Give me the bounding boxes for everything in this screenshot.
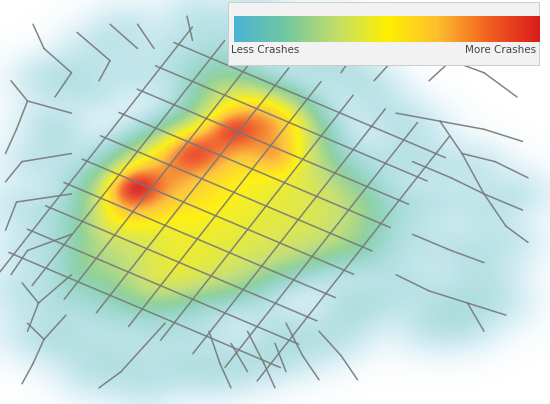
Text: Less Crashes: Less Crashes [231,45,299,55]
Text: More Crashes: More Crashes [465,45,536,55]
FancyBboxPatch shape [228,2,539,65]
